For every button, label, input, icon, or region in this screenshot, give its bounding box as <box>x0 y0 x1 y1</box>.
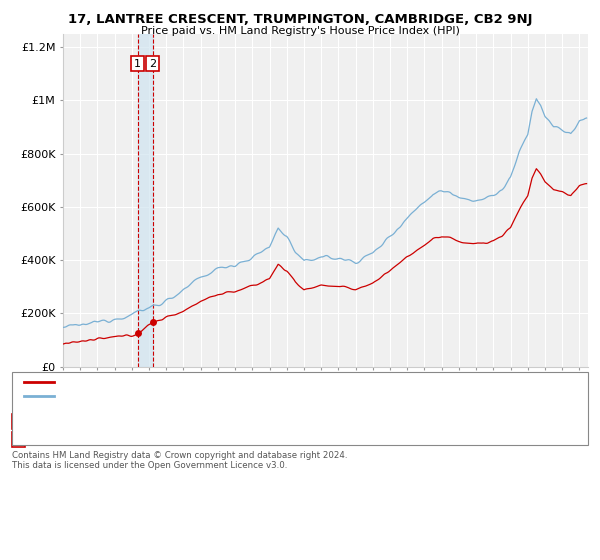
Text: 1: 1 <box>134 59 141 68</box>
Text: 17, LANTREE CRESCENT, TRUMPINGTON, CAMBRIDGE, CB2 9NJ: 17, LANTREE CRESCENT, TRUMPINGTON, CAMBR… <box>68 13 532 26</box>
Text: £168,000: £168,000 <box>192 435 246 445</box>
Text: £126,000: £126,000 <box>192 417 246 427</box>
Text: 2: 2 <box>15 435 22 445</box>
Text: Price paid vs. HM Land Registry's House Price Index (HPI): Price paid vs. HM Land Registry's House … <box>140 26 460 36</box>
Text: 39% ↓ HPI: 39% ↓ HPI <box>336 417 397 427</box>
Bar <box>137 34 152 367</box>
Text: 2: 2 <box>149 59 156 68</box>
Text: 17, LANTREE CRESCENT, TRUMPINGTON, CAMBRIDGE, CB2 9NJ (detached house): 17, LANTREE CRESCENT, TRUMPINGTON, CAMBR… <box>60 377 482 387</box>
Text: 1: 1 <box>15 417 22 427</box>
Text: 30-APR-1999: 30-APR-1999 <box>45 417 119 427</box>
Text: 17-MAR-2000: 17-MAR-2000 <box>45 435 119 445</box>
Text: Contains HM Land Registry data © Crown copyright and database right 2024.
This d: Contains HM Land Registry data © Crown c… <box>12 451 347 470</box>
Text: HPI: Average price, detached house, Cambridge: HPI: Average price, detached house, Camb… <box>60 391 310 401</box>
Text: 33% ↓ HPI: 33% ↓ HPI <box>336 435 397 445</box>
